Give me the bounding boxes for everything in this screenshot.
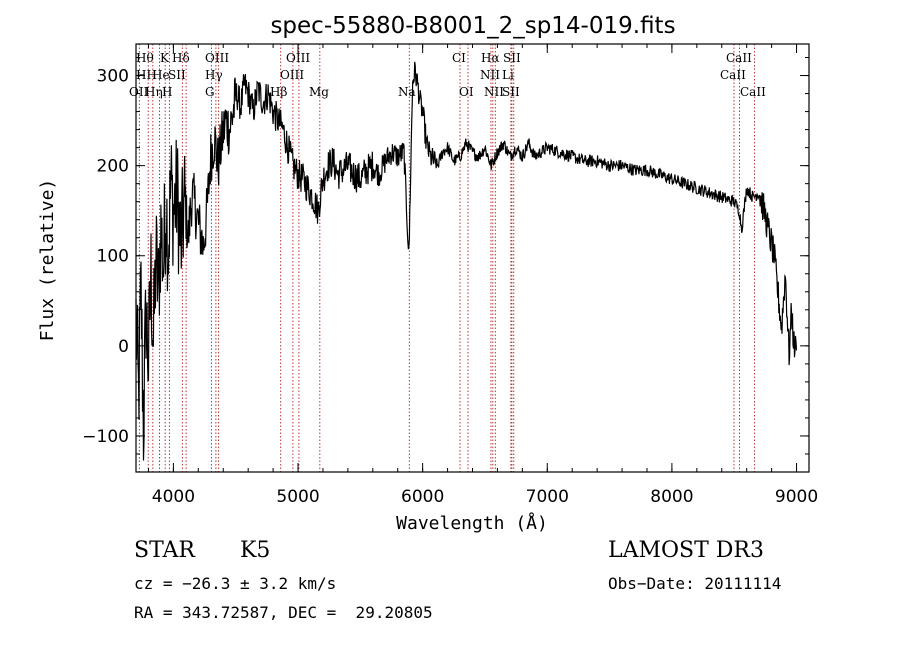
line-label-0-4: OIII <box>286 51 310 65</box>
line-label-1-3: Hγ <box>205 68 223 82</box>
y-tick-label-200: 200 <box>97 157 129 177</box>
line-label-2-10: CaII <box>740 85 766 99</box>
line-label-2-0: OII <box>129 85 149 99</box>
line-label-1-6: Li <box>502 68 514 82</box>
y-axis-ticks: −100 0 100 200 300 <box>82 57 809 455</box>
line-label-0-7: SII <box>503 51 521 65</box>
line-label-1-7: CaII <box>720 68 746 82</box>
line-label-1-2: SII <box>168 68 186 82</box>
x-tick-label-7000: 7000 <box>526 487 569 507</box>
line-label-2-2: H <box>162 85 172 99</box>
line-label-0-5: CI <box>452 51 466 65</box>
line-label-1-4: OIII <box>280 68 304 82</box>
line-label-0-0: Hθ <box>136 51 154 65</box>
object-subclass: K5 <box>240 538 271 563</box>
observation-date: Obs−Date: 20111114 <box>608 574 782 593</box>
object-class: STAR <box>134 538 195 563</box>
ra-dec: RA = 343.72587, DEC = 29.20805 <box>134 603 433 622</box>
survey-name: LAMOST DR3 <box>608 538 764 563</box>
line-label-1-0: HH <box>136 68 157 82</box>
spectrum-line <box>135 61 798 461</box>
line-label-1-1: He <box>152 68 170 82</box>
line-label-0-3: OIII <box>205 51 229 65</box>
chart-title: spec-55880-B8001_2_sp14-019.fits <box>270 13 675 39</box>
x-tick-label-5000: 5000 <box>276 487 319 507</box>
spectral-line-markers <box>138 44 755 472</box>
line-label-2-9: SII <box>502 85 520 99</box>
x-tick-label-6000: 6000 <box>401 487 444 507</box>
x-tick-label-8000: 8000 <box>650 487 693 507</box>
line-label-0-6: Hα <box>481 51 500 65</box>
line-label-0-1: K <box>160 51 170 65</box>
line-label-2-1: Hη <box>145 85 163 99</box>
y-tick-label--100: −100 <box>82 427 129 447</box>
x-tick-label-4000: 4000 <box>152 487 195 507</box>
line-label-0-8: CaII <box>726 51 752 65</box>
line-label-2-8: NII <box>484 85 504 99</box>
redshift-cz: cz = −26.3 ± 3.2 km/s <box>134 574 337 593</box>
line-label-2-6: Na <box>398 85 416 99</box>
y-tick-label-300: 300 <box>97 67 129 87</box>
spectrum-series <box>135 61 798 461</box>
x-tick-label-9000: 9000 <box>775 487 818 507</box>
x-axis-ticks: 4000 5000 6000 7000 8000 9000 <box>147 44 818 507</box>
line-label-2-4: Hβ <box>270 85 287 99</box>
line-label-2-3: G <box>205 85 215 99</box>
y-tick-label-100: 100 <box>97 247 129 267</box>
line-label-1-5: NII <box>480 68 500 82</box>
x-axis-label: Wavelength (Å) <box>396 512 548 534</box>
line-label-0-2: Hδ <box>172 51 190 65</box>
y-tick-label-0: 0 <box>118 337 129 357</box>
line-label-2-7: OI <box>459 85 474 99</box>
line-label-2-5: Mg <box>309 85 329 99</box>
y-axis-label: Flux (relative) <box>37 179 58 342</box>
